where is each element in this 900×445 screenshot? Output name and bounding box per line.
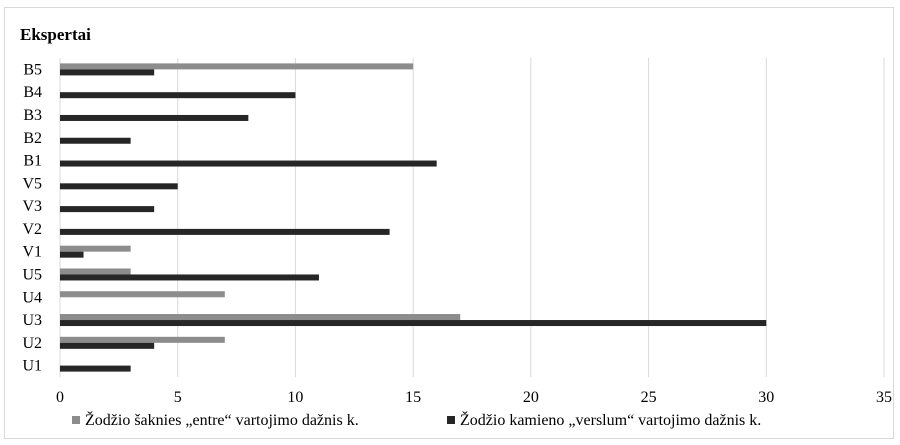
bar-B5-series-1 [60, 63, 414, 70]
bar-V1-series-2 [60, 251, 84, 258]
x-tick-label-0: 0 [56, 389, 64, 406]
bar-U5-series-1 [60, 268, 131, 275]
y-category-label-B3: B3 [23, 107, 42, 124]
x-tick-label-15: 15 [405, 389, 421, 406]
y-category-label-U3: U3 [22, 312, 42, 329]
x-tick-label-35: 35 [876, 389, 892, 406]
y-category-label-B4: B4 [23, 84, 42, 101]
bar-V5-series-2 [60, 183, 178, 190]
x-tick-label-10: 10 [287, 389, 303, 406]
gridlines [59, 58, 885, 377]
chart-frame [4, 7, 894, 439]
bar-U4-series-1 [60, 291, 225, 298]
y-category-label-U2: U2 [22, 335, 42, 352]
bar-B2-series-2 [60, 137, 131, 144]
bar-B4-series-2 [60, 92, 296, 99]
bars [60, 63, 767, 372]
y-category-label-U4: U4 [22, 289, 42, 306]
legend-label-2: Žodžio kamieno „verslum“ vartojimo dažni… [460, 410, 761, 429]
y-category-label-V2: V2 [22, 221, 42, 238]
y-category-label-B1: B1 [23, 153, 42, 170]
x-tick-label-25: 25 [641, 389, 657, 406]
chart-title: Ekspertai [20, 25, 91, 44]
y-category-label-U1: U1 [22, 358, 42, 375]
bar-U3-series-1 [60, 314, 461, 321]
bar-B3-series-2 [60, 114, 249, 121]
bar-V1-series-1 [60, 245, 131, 252]
bar-U5-series-2 [60, 274, 319, 281]
bar-U3-series-2 [60, 320, 767, 327]
bar-B5-series-2 [60, 69, 155, 76]
y-category-label-B5: B5 [23, 61, 42, 78]
y-category-label-U5: U5 [22, 266, 42, 283]
bar-U2-series-2 [60, 342, 155, 349]
legend: Žodžio šaknies „entre“ vartojimo dažnis … [72, 410, 761, 429]
bar-V2-series-2 [60, 228, 390, 235]
axis-labels: 0 5 10 15 20 25 30 35 U1 U2 U3 U4 U5 V1 V2 V3 V5 B1 B2 B3 B4… [22, 61, 892, 406]
bar-V3-series-2 [60, 206, 155, 213]
legend-label-1: Žodžio šaknies „entre“ vartojimo dažnis … [85, 410, 359, 429]
x-tick-label-30: 30 [758, 389, 774, 406]
y-category-label-V3: V3 [22, 198, 42, 215]
bar-U2-series-1 [60, 336, 225, 343]
y-category-label-V1: V1 [22, 244, 42, 261]
y-category-label-B2: B2 [23, 130, 42, 147]
x-tick-label-20: 20 [523, 389, 539, 406]
y-category-label-V5: V5 [22, 175, 42, 192]
bar-U1-series-2 [60, 365, 131, 372]
x-tick-label-5: 5 [174, 389, 182, 406]
bar-B1-series-2 [60, 160, 437, 167]
legend-swatch-1 [72, 416, 80, 424]
legend-swatch-2 [447, 416, 455, 424]
